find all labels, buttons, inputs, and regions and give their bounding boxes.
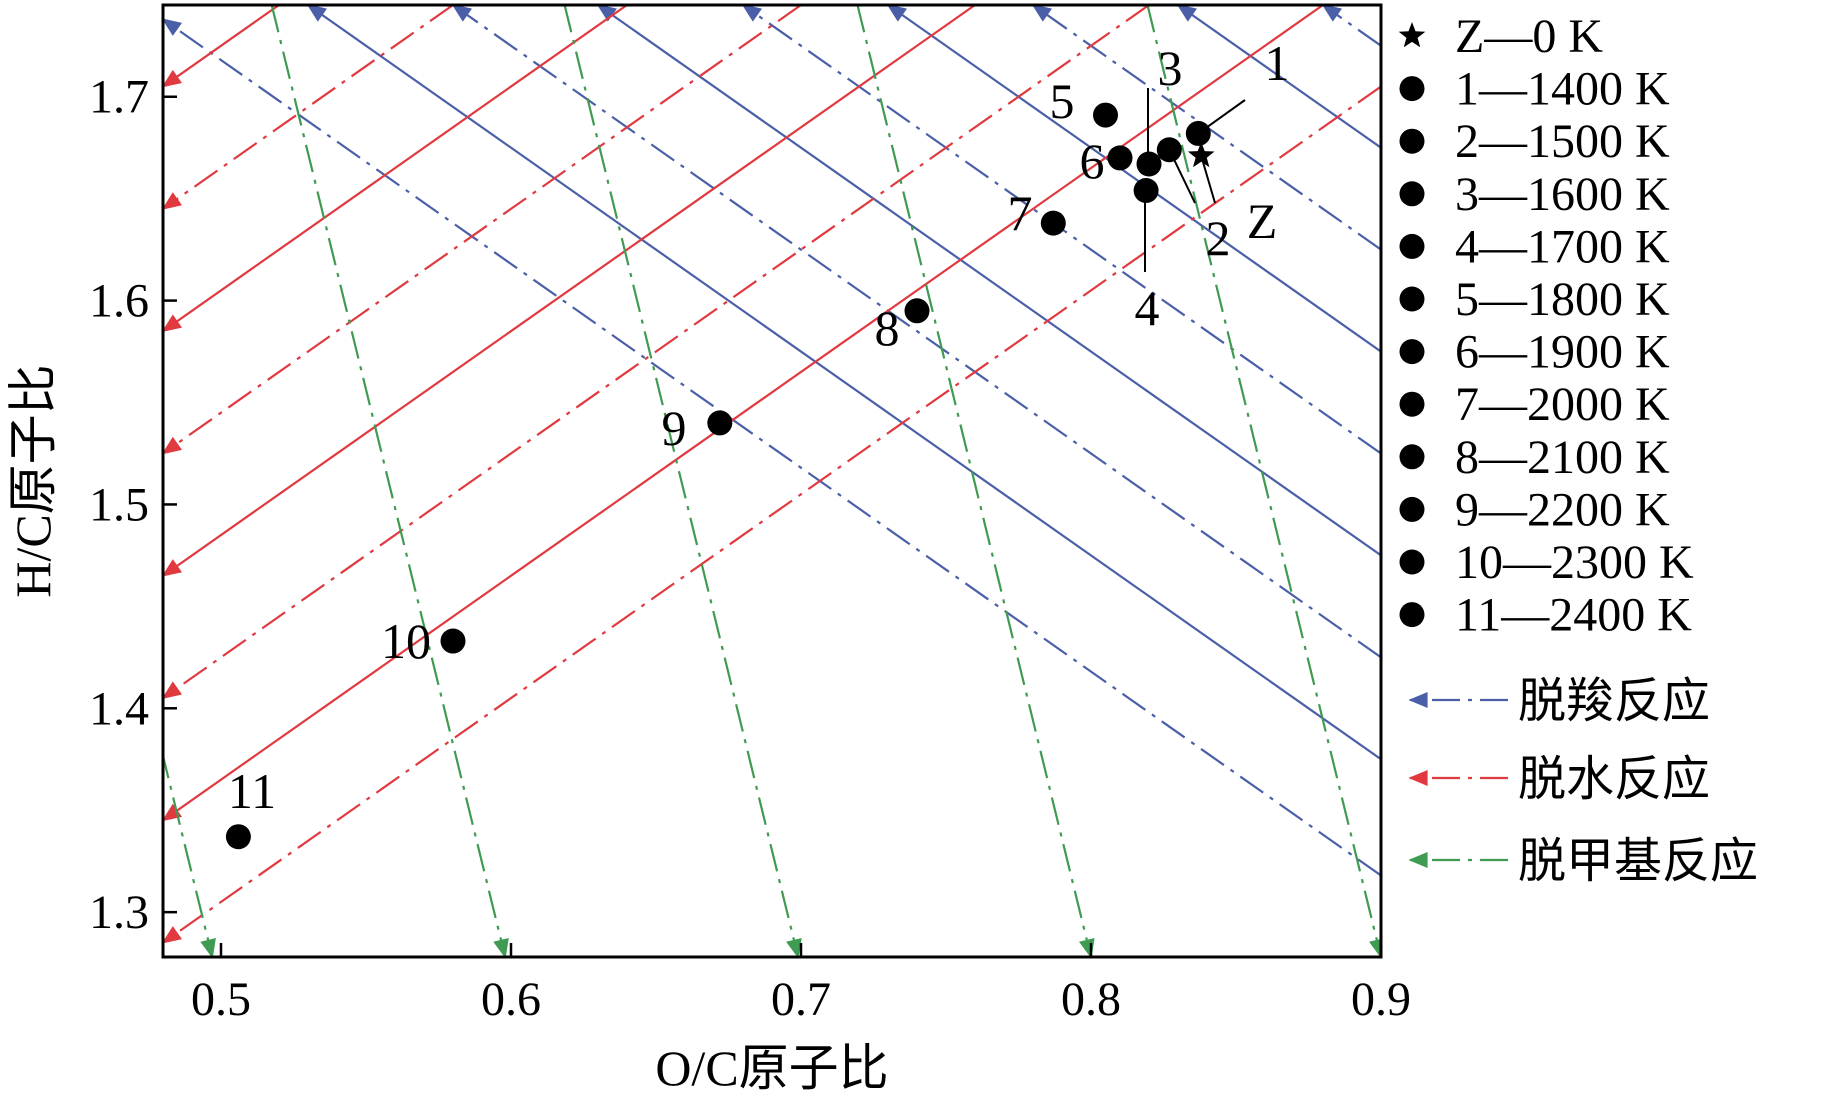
point-label: 10 [381, 613, 431, 669]
x-tick-label: 0.9 [1351, 973, 1411, 1026]
point-label: 8 [875, 300, 900, 356]
reaction-line [163, 5, 1324, 822]
reaction-line [451, 5, 1381, 659]
y-tick-label: 1.6 [89, 275, 149, 328]
legend-entry-label: 6—1900 K [1455, 326, 1670, 379]
x-tick-label: 0.7 [771, 973, 831, 1026]
legend-entry-label: 1—1400 K [1455, 63, 1670, 116]
y-tick-label: 1.7 [89, 71, 149, 124]
legend-line-label: 脱水反应 [1518, 753, 1710, 806]
legend-point-marker [1399, 391, 1425, 417]
reaction-line [1146, 5, 1381, 957]
legend-entry-label: 9—2200 K [1455, 483, 1670, 536]
point-marker [1107, 145, 1133, 171]
x-axis-title: O/C原子比 [655, 1040, 888, 1096]
legend-entry-label: 10—2300 K [1455, 536, 1694, 589]
reaction-line [163, 5, 976, 577]
reaction-line [163, 5, 454, 210]
y-tick-label: 1.4 [89, 682, 149, 735]
reaction-line [1176, 5, 1381, 149]
plot-frame [161, 3, 1383, 959]
point-label: 7 [1008, 185, 1033, 241]
legend-point-marker [1399, 602, 1425, 628]
legend-entry-label: Z—0 K [1455, 10, 1603, 63]
legend-line-label: 脱羧反应 [1518, 675, 1710, 728]
legend-entry-label: 11—2400 K [1455, 589, 1692, 642]
legend-point-marker [1399, 549, 1425, 575]
y-axis-title: H/C原子比 [5, 364, 61, 597]
point-label: 11 [228, 763, 276, 819]
legend-entry-label: 8—2100 K [1455, 431, 1670, 484]
reaction-line [163, 5, 628, 333]
legend-entry-label: 4—1700 K [1455, 220, 1670, 273]
legend-point-marker [1399, 128, 1425, 154]
reaction-line [563, 5, 802, 957]
reaction-line [163, 5, 802, 455]
point-label: 2 [1206, 210, 1231, 266]
legend: Z—0 K1—1400 K2—1500 K3—1600 K4—1700 K5—1… [1398, 10, 1758, 888]
reaction-line [1321, 5, 1381, 47]
legend-entry-label: 5—1800 K [1455, 273, 1670, 326]
point-marker [904, 298, 930, 324]
point-label: 3 [1158, 40, 1183, 96]
axis-ticks: 0.5 0.6 0.7 0.8 0.9 1.3 1.4 1.5 1.6 1.7 [89, 71, 1411, 1026]
x-tick-label: 0.6 [481, 973, 541, 1026]
y-tick-label: 1.3 [89, 886, 149, 939]
leader-line [1200, 155, 1216, 204]
point-label: 6 [1080, 133, 1105, 189]
point-marker [1156, 137, 1182, 163]
legend-point-marker [1399, 496, 1425, 522]
y-tick-label: 1.5 [89, 478, 149, 531]
star-marker [1187, 141, 1215, 168]
point-marker [1040, 210, 1066, 236]
reaction-line [163, 85, 1381, 944]
legend-point-marker [1399, 76, 1425, 102]
legend-point-marker [1399, 181, 1425, 207]
point-marker [225, 824, 251, 850]
reaction-line [306, 5, 1381, 761]
point-marker [1133, 178, 1159, 204]
point-label: 5 [1050, 73, 1075, 129]
legend-point-marker [1399, 233, 1425, 259]
point-label: 1 [1265, 35, 1290, 91]
x-tick-label: 0.8 [1061, 973, 1121, 1026]
reaction-line [163, 18, 1381, 877]
legend-star-marker [1398, 22, 1426, 48]
reaction-line [856, 5, 1095, 957]
reaction-line [886, 5, 1381, 353]
point-label: Z [1247, 193, 1278, 249]
legend-entry-label: 3—1600 K [1455, 168, 1670, 221]
reaction-line [163, 751, 216, 957]
legend-point-marker [1399, 444, 1425, 470]
legend-entry-label: 2—1500 K [1455, 115, 1670, 168]
reaction-line [163, 5, 280, 88]
point-marker [1185, 120, 1211, 146]
point-label: 9 [662, 400, 687, 456]
point-marker [1136, 151, 1162, 177]
point-marker [1093, 102, 1118, 128]
reaction-line [163, 5, 1150, 700]
legend-entry-label: 7—2000 K [1455, 378, 1670, 431]
legend-point-marker [1399, 339, 1425, 365]
point-marker [440, 628, 466, 654]
legend-line-label: 脱甲基反应 [1518, 835, 1758, 888]
x-tick-label: 0.5 [191, 973, 251, 1026]
reaction-line [270, 5, 509, 957]
data-points: Z 1 2 3 4 567 8 9 10 11 [225, 35, 1290, 850]
point-label: 4 [1135, 280, 1160, 336]
point-marker [707, 410, 733, 436]
reaction-line [596, 5, 1381, 557]
legend-point-marker [1399, 286, 1425, 312]
